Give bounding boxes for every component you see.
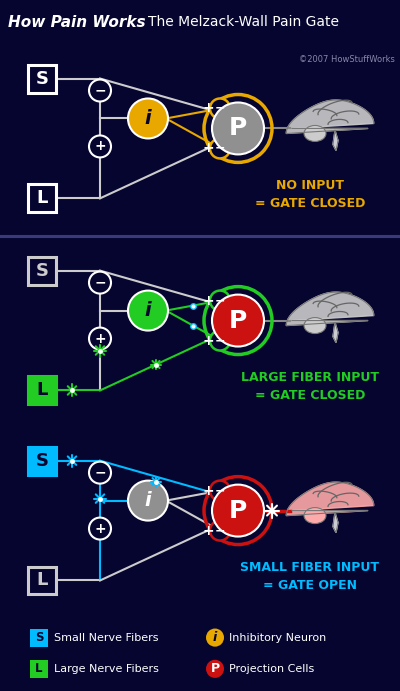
- Text: +: +: [94, 140, 106, 153]
- Text: −: −: [215, 102, 225, 115]
- Polygon shape: [286, 482, 374, 515]
- Text: +: +: [202, 334, 214, 348]
- Circle shape: [210, 291, 230, 310]
- FancyBboxPatch shape: [30, 629, 48, 647]
- Text: +: +: [202, 484, 214, 498]
- FancyBboxPatch shape: [28, 567, 56, 594]
- Circle shape: [206, 629, 224, 647]
- Text: −: −: [94, 276, 106, 290]
- Text: +: +: [202, 294, 214, 307]
- Text: S: S: [35, 631, 43, 644]
- Polygon shape: [286, 292, 374, 325]
- FancyBboxPatch shape: [28, 64, 56, 93]
- Text: P: P: [229, 117, 247, 140]
- Circle shape: [128, 99, 168, 138]
- Circle shape: [89, 272, 111, 294]
- Circle shape: [210, 99, 230, 118]
- Text: i: i: [145, 491, 151, 510]
- Text: i: i: [213, 631, 217, 644]
- FancyBboxPatch shape: [28, 377, 56, 404]
- Circle shape: [212, 484, 264, 536]
- FancyBboxPatch shape: [28, 446, 56, 475]
- Text: −: −: [215, 294, 225, 307]
- Text: Large Nerve Fibers: Large Nerve Fibers: [54, 664, 159, 674]
- FancyBboxPatch shape: [28, 256, 56, 285]
- Text: +: +: [202, 142, 214, 155]
- Text: +: +: [202, 524, 214, 538]
- Polygon shape: [286, 100, 374, 133]
- Circle shape: [212, 102, 264, 154]
- Text: i: i: [145, 301, 151, 320]
- Circle shape: [210, 138, 230, 158]
- FancyBboxPatch shape: [30, 660, 48, 678]
- Text: +: +: [94, 332, 106, 346]
- Text: Small Nerve Fibers: Small Nerve Fibers: [54, 632, 158, 643]
- Ellipse shape: [304, 126, 326, 142]
- Circle shape: [89, 79, 111, 102]
- Text: The Melzack-Wall Pain Gate: The Melzack-Wall Pain Gate: [148, 15, 339, 29]
- Text: L: L: [36, 571, 48, 589]
- Text: ©2007 HowStuffWorks: ©2007 HowStuffWorks: [299, 55, 395, 64]
- Text: −: −: [215, 142, 225, 155]
- Text: −: −: [94, 84, 106, 97]
- Text: S: S: [36, 452, 48, 470]
- Text: +: +: [202, 102, 214, 115]
- Text: P: P: [229, 309, 247, 332]
- Text: i: i: [145, 109, 151, 128]
- Text: Inhibitory Neuron: Inhibitory Neuron: [229, 632, 326, 643]
- Text: How Pain Works: How Pain Works: [8, 15, 146, 30]
- Text: P: P: [210, 663, 220, 675]
- Circle shape: [89, 462, 111, 484]
- Text: −: −: [215, 524, 225, 537]
- Text: −: −: [94, 466, 106, 480]
- Circle shape: [212, 294, 264, 346]
- Text: L: L: [36, 381, 48, 399]
- Text: +: +: [94, 522, 106, 536]
- Text: LARGE FIBER INPUT
= GATE CLOSED: LARGE FIBER INPUT = GATE CLOSED: [241, 371, 379, 402]
- Circle shape: [206, 660, 224, 678]
- Text: L: L: [36, 189, 48, 207]
- Text: NO INPUT
= GATE CLOSED: NO INPUT = GATE CLOSED: [255, 179, 365, 210]
- FancyBboxPatch shape: [28, 184, 56, 212]
- Text: SMALL FIBER INPUT
= GATE OPEN: SMALL FIBER INPUT = GATE OPEN: [240, 561, 380, 592]
- Text: L: L: [35, 663, 43, 675]
- Circle shape: [210, 520, 230, 540]
- Circle shape: [128, 291, 168, 330]
- Polygon shape: [333, 323, 338, 343]
- Circle shape: [128, 481, 168, 520]
- Text: −: −: [215, 484, 225, 497]
- Circle shape: [210, 330, 230, 350]
- Circle shape: [89, 328, 111, 350]
- Circle shape: [210, 481, 230, 500]
- Ellipse shape: [304, 318, 326, 334]
- Ellipse shape: [304, 508, 326, 524]
- Circle shape: [89, 135, 111, 158]
- Polygon shape: [333, 513, 338, 533]
- Text: −: −: [215, 334, 225, 347]
- Text: S: S: [36, 262, 48, 280]
- Text: S: S: [36, 70, 48, 88]
- Text: Projection Cells: Projection Cells: [229, 664, 314, 674]
- Circle shape: [89, 518, 111, 540]
- Polygon shape: [333, 131, 338, 151]
- Text: P: P: [229, 499, 247, 522]
